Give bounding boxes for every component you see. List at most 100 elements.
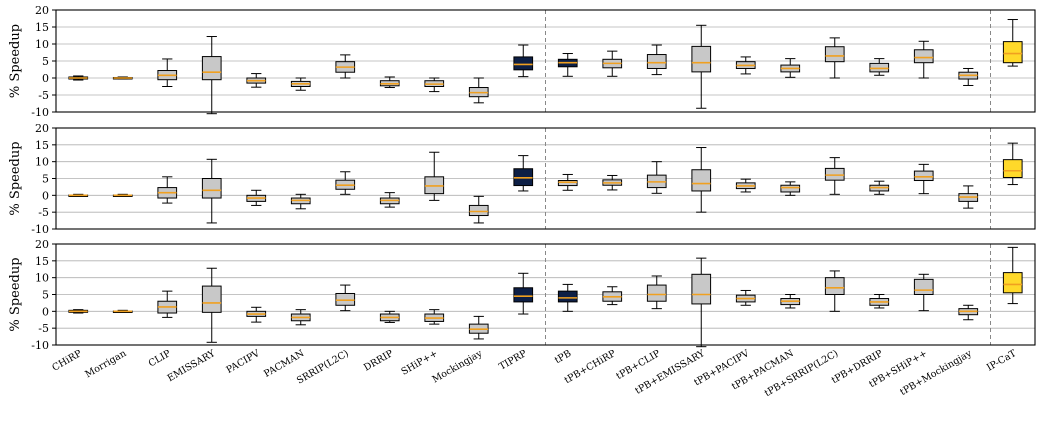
y-tick-label: 10	[35, 156, 49, 169]
box-tPB+SHiP++	[913, 163, 934, 195]
box-EMISSARY	[201, 158, 222, 224]
box-tPB+Mockingjay	[958, 304, 979, 321]
box-tPB+CHiRP	[602, 50, 623, 77]
box-tPB+DRRIP	[869, 180, 890, 195]
box-tPB	[557, 283, 578, 312]
box-iqr	[691, 169, 712, 192]
y-tick-label: 15	[35, 21, 49, 34]
box-TIPRP	[513, 44, 534, 78]
y-tick-label: 5	[42, 289, 49, 302]
box-TIPRP	[513, 155, 534, 192]
box-tPB+PACIPV	[735, 56, 756, 75]
box-tPB+EMISSARY	[691, 147, 712, 213]
box-iqr	[780, 184, 801, 193]
box-tPB+DRRIP	[869, 294, 890, 309]
y-tick-label: -5	[38, 206, 49, 219]
x-tick-label: tPB+SRRIP(L2C)	[763, 348, 841, 399]
box-IP-CaT	[1002, 142, 1023, 186]
box-iqr	[913, 278, 934, 296]
x-tick-label: PACIPV	[225, 348, 262, 376]
y-tick-label: -5	[38, 89, 49, 102]
box-iqr	[557, 180, 578, 187]
x-tick-label: CLIP	[147, 348, 174, 370]
box-iqr	[646, 54, 667, 69]
box-iqr	[869, 62, 890, 73]
box-SHiP++	[424, 77, 445, 93]
y-tick-label: 15	[35, 255, 49, 268]
y-tick-label: 20	[35, 4, 49, 17]
box-iqr	[468, 204, 489, 217]
box-tPB+CHiRP	[602, 174, 623, 191]
box-PACIPV	[246, 189, 267, 206]
box-PACIPV	[246, 73, 267, 88]
box-tPB+PACMAN	[780, 58, 801, 78]
y-tick-label: 10	[35, 272, 49, 285]
box-SHiP++	[424, 151, 445, 201]
box-tPB+SHiP++	[913, 40, 934, 79]
box-Mockingjay	[468, 195, 489, 224]
box-tPB	[557, 173, 578, 191]
box-iqr	[557, 290, 578, 303]
x-tick-label: DRRIP	[362, 348, 396, 374]
y-tick-label: 20	[35, 238, 49, 251]
box-PACMAN	[290, 309, 311, 326]
box-iqr	[1002, 272, 1023, 294]
box-iqr	[913, 49, 934, 64]
box-tPB	[557, 53, 578, 77]
box-TIPRP	[513, 272, 534, 315]
y-tick-label: 5	[42, 173, 49, 186]
box-iqr	[513, 56, 534, 71]
box-iqr	[691, 45, 712, 73]
box-iqr	[1002, 159, 1023, 178]
box-iqr	[513, 287, 534, 303]
panel-2: -10 -5 0 5 10 15 20 % Speedup	[8, 122, 1036, 236]
box-PACIPV	[246, 306, 267, 323]
box-tPB+PACIPV	[735, 178, 756, 193]
box-PACMAN	[290, 77, 311, 91]
box-PACMAN	[290, 193, 311, 210]
panel-1: -10 -5 0 5 10 15 20 % Speedup	[8, 4, 1036, 119]
box-SRRIP(L2C)	[335, 284, 356, 312]
box-iqr	[646, 284, 667, 302]
x-tick-label: tPB	[553, 348, 573, 366]
x-tick-label: EMISSARY	[166, 348, 218, 385]
y-tick-label: 0	[42, 305, 49, 318]
box-tPB+PACMAN	[780, 294, 801, 309]
y-tick-label: 15	[35, 139, 49, 152]
box-tPB+SRRIP(L2C)	[824, 37, 845, 79]
box-CLIP	[157, 176, 178, 204]
box-tPB+CLIP	[646, 44, 667, 76]
box-IP-CaT	[1002, 19, 1023, 67]
box-SHiP++	[424, 309, 445, 325]
y-axis-label: % Speedup	[8, 24, 23, 98]
box-tPB+SRRIP(L2C)	[824, 270, 845, 312]
box-iqr	[201, 178, 222, 199]
box-DRRIP	[379, 192, 400, 208]
x-tick-label: Morrigan	[83, 348, 128, 380]
y-tick-label: -10	[31, 106, 49, 119]
y-tick-label: 20	[35, 122, 49, 135]
y-tick-label: -5	[38, 322, 49, 335]
box-EMISSARY	[201, 267, 222, 343]
box-tPB+PACMAN	[780, 181, 801, 196]
box-Morrigan	[112, 76, 133, 80]
box-CHiRP	[68, 309, 89, 314]
box-iqr	[1002, 41, 1023, 64]
box-tPB+EMISSARY	[691, 24, 712, 109]
x-tick-label: TIPRP	[497, 348, 529, 373]
box-Mockingjay	[468, 77, 489, 104]
box-tPB+SRRIP(L2C)	[824, 157, 845, 195]
x-tick-label: IP-CaT	[985, 348, 1019, 374]
box-iqr	[824, 277, 845, 295]
box-iqr	[691, 273, 712, 305]
box-IP-CaT	[1002, 246, 1023, 305]
box-CLIP	[157, 58, 178, 87]
y-tick-label: -10	[31, 339, 49, 352]
y-tick-label: -10	[31, 223, 49, 236]
y-tick-label: 5	[42, 55, 49, 68]
box-tPB+DRRIP	[869, 58, 890, 76]
box-tPB+CHiRP	[602, 286, 623, 306]
box-EMISSARY	[201, 36, 222, 115]
box-Mockingjay	[468, 315, 489, 340]
box-tPB+PACIPV	[735, 289, 756, 306]
